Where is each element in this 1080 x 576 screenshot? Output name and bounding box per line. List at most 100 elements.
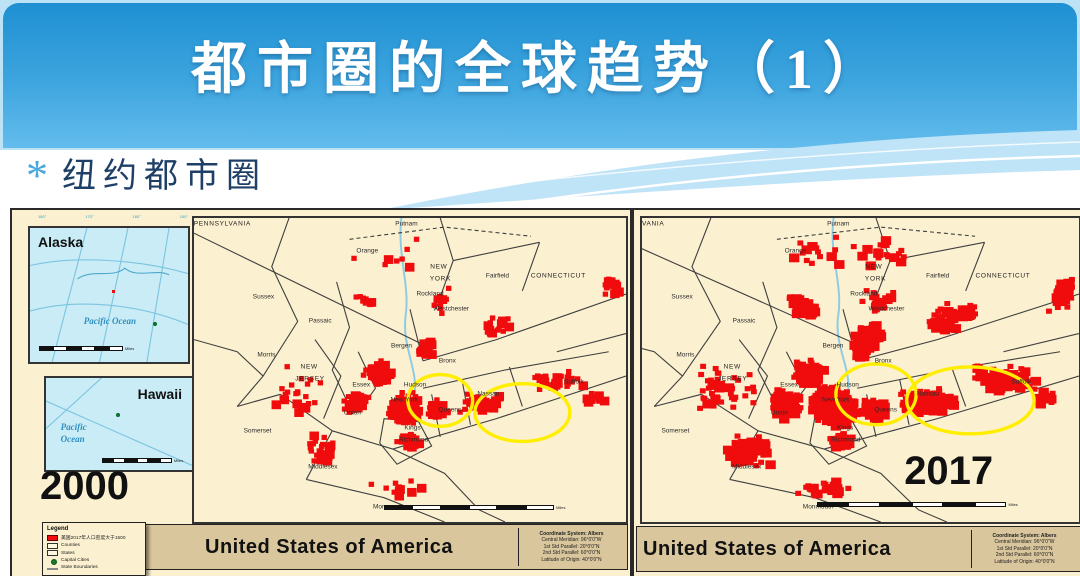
map-scale-bar-2017: Miles <box>816 501 1018 507</box>
legend-item: Counties <box>47 542 141 549</box>
scale-segment <box>525 504 555 510</box>
line-gray-swatch <box>47 567 58 570</box>
map-label: Somerset <box>243 427 272 435</box>
scale-segment <box>101 457 114 463</box>
map-label: Middlesex <box>732 463 762 471</box>
country-label: United States of America <box>643 537 891 560</box>
hawaii-ocean-label: Pacific Ocean <box>61 422 87 445</box>
map-content-2017: PENNSYLVANIA Putnam Orange Sussex Rockland Pa… <box>640 218 1079 522</box>
scale-segment <box>113 457 125 463</box>
map-label: Putnam <box>395 220 418 228</box>
map-label: NEW <box>300 363 318 371</box>
map-label: Nassau <box>477 390 500 398</box>
map-label: YORK <box>429 275 452 283</box>
fill-red-swatch <box>47 534 58 541</box>
coord-line: Central Meridian: 96°0'0"W <box>541 537 602 544</box>
map-label: NEW <box>430 263 448 271</box>
scale-unit-label: Miles <box>173 457 184 463</box>
coord-line: Central Meridian: 96°0'0"W <box>994 539 1055 546</box>
graticule-tick: 150° <box>179 214 188 219</box>
map-label: Orange <box>784 247 807 255</box>
map-label: CONNECTICUT <box>975 272 1031 280</box>
hawaii-ocean-line2: Ocean <box>60 433 85 444</box>
footer-bar-2017: United States of America Coordinate Syst… <box>636 526 1080 572</box>
map-label: Queens <box>438 406 462 414</box>
country-label: United States of America <box>205 535 453 558</box>
scale-segment <box>95 346 109 352</box>
coord-line: Latitude of Origin: 40°0'0"N <box>994 558 1055 565</box>
map-label: NEW <box>723 363 741 371</box>
map-label: Morris <box>257 351 276 359</box>
map-scale-bar-2000: Miles <box>384 504 565 510</box>
map-label: Suffolk <box>1011 378 1032 386</box>
scale-segment <box>497 504 526 510</box>
map-label: PENNSYLVANIA <box>193 220 252 228</box>
map-label: Hudson <box>403 381 427 389</box>
hawaii-ocean-line1: Pacific <box>60 422 87 433</box>
map-label: Somerset <box>661 427 690 435</box>
hawaii-capital-dot <box>116 412 121 417</box>
map-label: Fairfield <box>926 272 950 280</box>
map-label: Rockland <box>416 290 444 298</box>
map-geometry <box>194 218 626 522</box>
scale-segment <box>67 346 82 352</box>
map-legend: Legend 美国2017年人口密度大于1500 Counties States Ca… <box>42 522 146 576</box>
bullet-marker: * <box>26 151 48 200</box>
map-label: YORK <box>864 275 887 283</box>
highlight-ellipse <box>836 364 916 425</box>
dot-green-swatch <box>47 558 58 565</box>
map-label: Suffolk <box>563 378 584 386</box>
hawaii-scale-bar: Miles <box>101 457 184 463</box>
map-label: Westchester <box>433 305 470 313</box>
scale-segment <box>160 457 172 463</box>
legend-item-label: State Boundaries <box>61 565 98 570</box>
alaska-label: Alaska <box>38 234 84 250</box>
scale-segment <box>148 457 161 463</box>
map-label: Union <box>770 409 788 417</box>
bullet-text: 纽约都市圈 <box>62 158 267 195</box>
map-label: Kings <box>404 424 421 432</box>
alaska-scale-bar: Miles <box>39 346 134 352</box>
scale-segment <box>136 457 149 463</box>
map-geometry <box>640 218 1079 522</box>
legend-item: Capital Cities <box>47 558 141 565</box>
map-label: Bronx <box>438 357 456 365</box>
graticule-tick: 180° <box>38 214 47 219</box>
coord-line: 2nd Std Parallel: 60°0'0"N <box>542 550 601 557</box>
footer-bar-2000: United States of America Coordinate Syst… <box>138 524 628 570</box>
map-label: Bronx <box>874 357 892 365</box>
main-map-2000: PENNSYLVANIA Putnam Orange Sussex Rockland Pa… <box>192 216 628 524</box>
legend-item-label: 美国2017年人口密度大于1500 <box>61 536 126 541</box>
legend-item-label: Counties <box>61 543 80 548</box>
scale-unit-label: Miles <box>1008 501 1018 507</box>
map-label: Hudson <box>836 381 859 389</box>
outline-swatch <box>47 550 58 556</box>
map-label: Middlesex <box>308 463 338 471</box>
coord-line: 2nd Std Parallel: 60°0'0"N <box>995 552 1054 559</box>
scale-segment <box>81 346 96 352</box>
scale-segment <box>880 501 912 507</box>
legend-item: 美国2017年人口密度大于1500 <box>47 534 141 541</box>
swoosh-decoration <box>0 130 1080 210</box>
highlight-ellipse <box>475 384 570 442</box>
graticule-tick: 160° <box>132 214 141 219</box>
alaska-inset-map: Alaska Pacific Ocean Miles <box>28 226 190 364</box>
map-label: PENNSYLVANIA <box>640 220 665 228</box>
bullet-row: * 纽约都市圈 <box>26 151 267 200</box>
map-label: Morris <box>676 351 695 359</box>
highlight-ellipse <box>408 375 473 427</box>
legend-item-label: Capital Cities <box>61 558 90 563</box>
scale-segment <box>412 504 441 510</box>
map-label: Sussex <box>671 293 693 301</box>
hawaii-graticule <box>46 378 192 470</box>
map-label: Richmond <box>399 436 429 444</box>
coord-line: 1st Std Parallel: 20°0'0"N <box>996 545 1053 552</box>
scale-segment <box>974 501 1007 507</box>
scale-segment <box>469 504 498 510</box>
scale-segment <box>440 504 470 510</box>
map-label: Passaic <box>732 317 756 325</box>
scale-segment <box>911 501 944 507</box>
map-label: Kings <box>836 424 854 432</box>
header-band <box>3 3 1077 148</box>
